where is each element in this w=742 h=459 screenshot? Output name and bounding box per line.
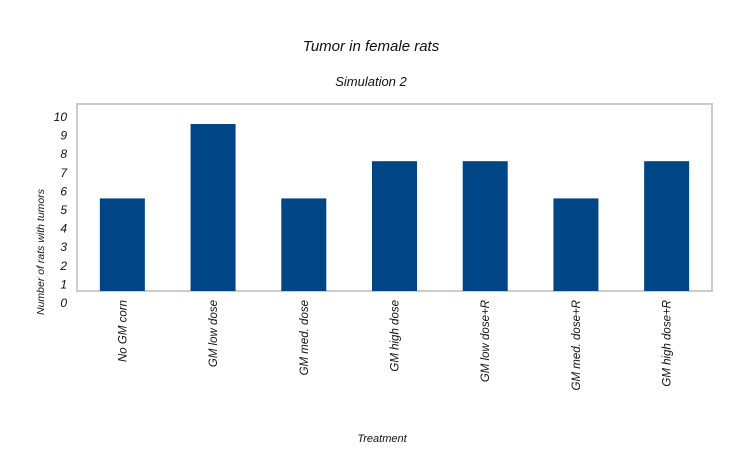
y-tick-label: 10 — [54, 110, 68, 124]
y-tick-label: 9 — [60, 129, 67, 143]
x-tick-label: GM med. dose+R — [571, 300, 583, 390]
y-tick-label: 7 — [60, 166, 68, 180]
y-tick-label: 2 — [59, 259, 67, 273]
y-tick-label: 5 — [60, 203, 67, 217]
bar — [462, 161, 508, 291]
bar — [99, 198, 145, 291]
chart-title: Tumor in female rats — [303, 38, 440, 55]
x-tick-label: GM low dose+R — [480, 300, 492, 382]
x-tick-label: GM med. dose — [299, 300, 311, 375]
y-axis-label: Number of rats with tumors — [35, 188, 47, 315]
x-tick-label: GM high dose+R — [662, 300, 674, 387]
y-tick-label: 3 — [60, 240, 67, 254]
chart-subtitle: Simulation 2 — [335, 74, 407, 89]
y-tick-label: 1 — [60, 277, 67, 291]
y-tick-label: 6 — [60, 184, 67, 198]
x-tick-label: GM high dose — [390, 300, 402, 372]
y-tick-label: 8 — [60, 147, 67, 161]
y-tick-label: 0 — [60, 296, 67, 310]
bar — [281, 198, 327, 291]
bar — [372, 161, 417, 291]
x-axis-label: Treatment — [357, 433, 407, 445]
y-tick-label: 4 — [60, 222, 67, 236]
bar — [644, 161, 690, 291]
bar — [553, 198, 599, 291]
x-tick-label: GM low dose — [208, 300, 220, 367]
x-tick-label: No GM corn — [117, 300, 129, 362]
bar — [190, 124, 236, 291]
